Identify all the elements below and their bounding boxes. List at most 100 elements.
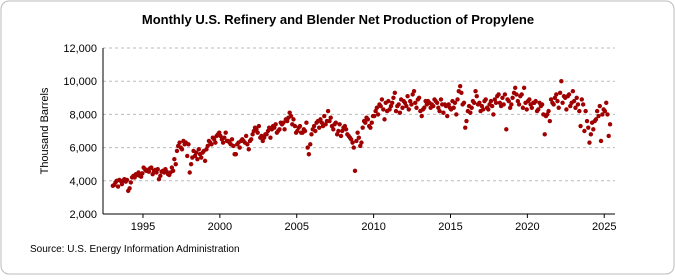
data-point <box>372 113 377 119</box>
data-point <box>575 102 581 107</box>
data-point <box>218 133 223 139</box>
data-point <box>343 127 349 132</box>
data-point <box>544 112 550 117</box>
data-point <box>411 88 417 94</box>
y-tick-label: 4,000 <box>69 176 97 188</box>
data-point <box>566 92 572 97</box>
data-point <box>348 137 354 142</box>
data-point <box>529 105 535 110</box>
data-point <box>369 120 374 125</box>
data-point <box>386 98 391 104</box>
data-point <box>243 133 249 139</box>
data-point <box>291 117 296 122</box>
x-tick-label: 2000 <box>208 221 232 233</box>
data-point <box>127 186 132 191</box>
data-point <box>158 173 163 179</box>
data-point <box>325 108 331 114</box>
data-point <box>368 125 373 130</box>
data-point <box>452 100 458 105</box>
data-point <box>351 145 356 150</box>
data-point <box>419 113 424 119</box>
data-point <box>261 135 267 140</box>
data-point <box>506 98 511 104</box>
data-point <box>496 92 501 97</box>
data-point <box>319 120 324 125</box>
data-point <box>469 105 474 110</box>
data-point <box>128 180 134 185</box>
data-point <box>539 102 545 107</box>
data-point <box>564 107 569 112</box>
data-point <box>416 95 422 101</box>
data-point <box>217 130 222 135</box>
data-point <box>316 125 322 130</box>
data-point <box>520 105 526 110</box>
data-point <box>554 92 559 97</box>
data-point <box>454 112 459 117</box>
x-tick-label: 2025 <box>592 221 616 233</box>
data-point <box>468 110 473 115</box>
data-point <box>489 103 495 109</box>
x-tick-label: 2020 <box>515 221 539 233</box>
data-point <box>497 100 503 105</box>
data-point <box>323 122 328 127</box>
data-point <box>579 97 584 102</box>
data-point <box>574 95 579 101</box>
data-point <box>193 150 199 155</box>
chart-title: Monthly U.S. Refinery and Blender Net Pr… <box>142 12 534 27</box>
data-point <box>256 123 262 129</box>
x-tick-label: 2005 <box>284 221 308 233</box>
data-point <box>536 107 541 112</box>
data-point <box>154 170 159 175</box>
data-point <box>213 140 218 145</box>
data-point <box>305 145 310 150</box>
data-point <box>273 122 278 127</box>
data-point <box>463 125 468 130</box>
data-point <box>360 125 365 130</box>
data-point <box>195 157 200 162</box>
data-point <box>284 118 290 124</box>
data-point <box>297 123 303 129</box>
data-point <box>560 100 565 105</box>
data-point <box>254 127 259 132</box>
data-point <box>249 137 254 142</box>
data-point <box>255 130 260 135</box>
data-point <box>577 108 582 114</box>
data-point <box>334 132 340 137</box>
data-point <box>272 125 277 130</box>
data-point <box>477 100 482 105</box>
data-point <box>205 143 210 149</box>
data-point <box>414 105 419 110</box>
data-point <box>602 108 608 114</box>
data-point <box>338 133 344 139</box>
y-tick-label: 12,000 <box>63 43 97 55</box>
data-point <box>337 122 342 127</box>
data-point <box>437 108 442 114</box>
data-point <box>292 123 298 129</box>
data-point <box>288 113 294 119</box>
data-point <box>438 97 444 102</box>
data-point <box>410 92 415 97</box>
data-point <box>260 138 265 144</box>
data-point <box>604 100 609 105</box>
data-point <box>336 128 341 134</box>
data-point <box>365 117 371 122</box>
data-point <box>237 145 242 150</box>
data-point <box>507 105 513 110</box>
data-point <box>400 105 405 110</box>
data-point <box>388 103 394 109</box>
data-point <box>309 132 314 137</box>
data-point <box>479 103 485 109</box>
data-point <box>606 133 611 139</box>
data-point <box>559 79 564 84</box>
data-point <box>340 128 345 134</box>
data-point <box>597 103 602 109</box>
data-point <box>379 97 385 102</box>
data-point <box>287 110 292 115</box>
data-point <box>598 138 604 144</box>
data-point <box>421 105 427 110</box>
data-point <box>174 148 180 154</box>
data-point <box>378 103 383 109</box>
data-point <box>179 147 185 152</box>
data-point <box>342 123 348 129</box>
